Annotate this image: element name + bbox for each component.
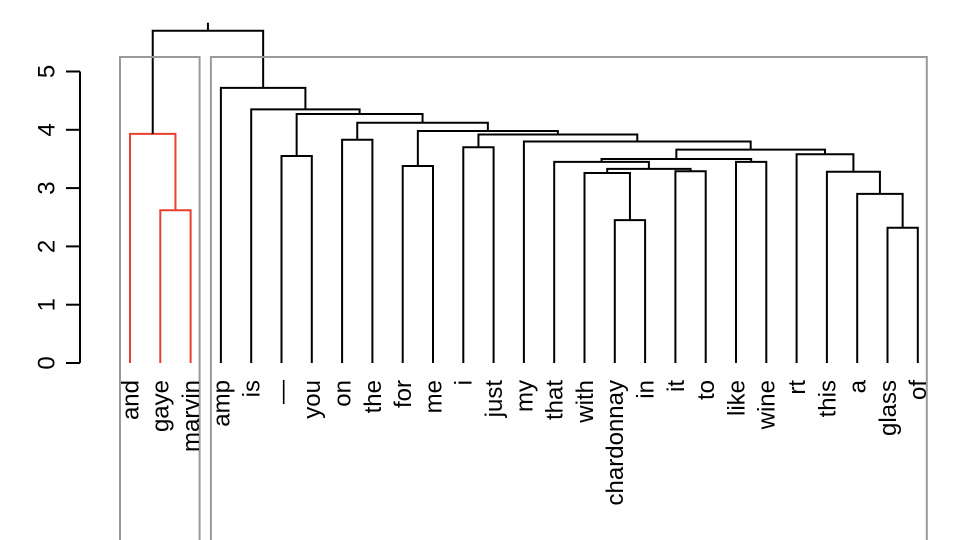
leaf-label: wine — [754, 380, 781, 430]
dendrogram-branch — [416, 129, 559, 166]
cluster-boxes — [119, 56, 928, 540]
leaf-label: i — [451, 380, 478, 385]
dendrogram-tree — [129, 22, 919, 363]
dendrogram-branch — [825, 170, 881, 363]
leaf-label: my — [511, 380, 538, 412]
leaf-label: it — [663, 380, 690, 392]
leaf-label: that — [542, 380, 569, 420]
dendrogram-branch — [583, 171, 631, 363]
dendrogram-branch — [250, 108, 361, 363]
y-tick-label: 4 — [33, 123, 60, 136]
dendrogram-branch — [553, 160, 650, 363]
leaf-label: this — [814, 380, 841, 417]
leaf-label: me — [420, 380, 447, 413]
dendrogram-branch — [886, 226, 919, 363]
leaf-label: rt — [784, 380, 811, 395]
leaf-label: on — [330, 380, 357, 407]
leaf-label: with — [572, 380, 599, 424]
leaf-label: like — [723, 380, 750, 416]
leaf-label: to — [693, 380, 720, 400]
dendrogram-branch — [856, 192, 904, 363]
leaf-label: the — [360, 380, 387, 413]
leaf-label: is — [239, 380, 266, 397]
dendrogram-branch — [341, 138, 374, 363]
leaf-label: chardonnay — [602, 380, 629, 505]
cluster-box — [209, 56, 928, 540]
dendrogram-branch — [151, 29, 265, 134]
dendrogram-branch — [522, 140, 752, 363]
dendrogram-branch — [219, 86, 307, 363]
y-tick-label: 2 — [33, 240, 60, 253]
leaf-label: — — [269, 380, 296, 404]
leaf-label: amp — [208, 380, 235, 427]
dendrogram-branch — [401, 164, 434, 363]
dendrogram-branch — [674, 170, 707, 363]
dendrogram-branch — [735, 160, 768, 363]
leaf-label: and — [117, 380, 144, 420]
leaf-label: gaye — [148, 380, 175, 432]
leaf-label: marvin — [178, 380, 205, 452]
leaf-label: of — [905, 380, 932, 400]
cluster-box — [119, 56, 201, 540]
y-tick-label: 0 — [33, 356, 60, 369]
dendrogram-branch — [613, 219, 647, 363]
dendrogram-branch — [462, 146, 495, 363]
dendrogram-branch — [280, 155, 313, 363]
leaf-label: glass — [875, 380, 902, 436]
leaf-label: you — [299, 380, 326, 419]
leaf-label: a — [845, 379, 872, 393]
dendrogram-branch — [159, 209, 192, 363]
leaf-label: just — [481, 380, 508, 419]
dendrogram-branch — [295, 113, 424, 157]
dendrogram-branch — [795, 153, 855, 363]
leaf-label: in — [633, 380, 660, 399]
y-axis: 0 1 2 3 4 5 — [33, 65, 81, 370]
y-tick-label: 1 — [33, 298, 60, 311]
dendrogram-branch — [129, 132, 177, 363]
leaf-label: for — [390, 380, 417, 408]
leaf-labels: and gaye marvin amp is — you on the for me i just my t… — [117, 379, 932, 505]
y-tick-label: 5 — [33, 65, 60, 78]
y-tick-label: 3 — [33, 181, 60, 194]
